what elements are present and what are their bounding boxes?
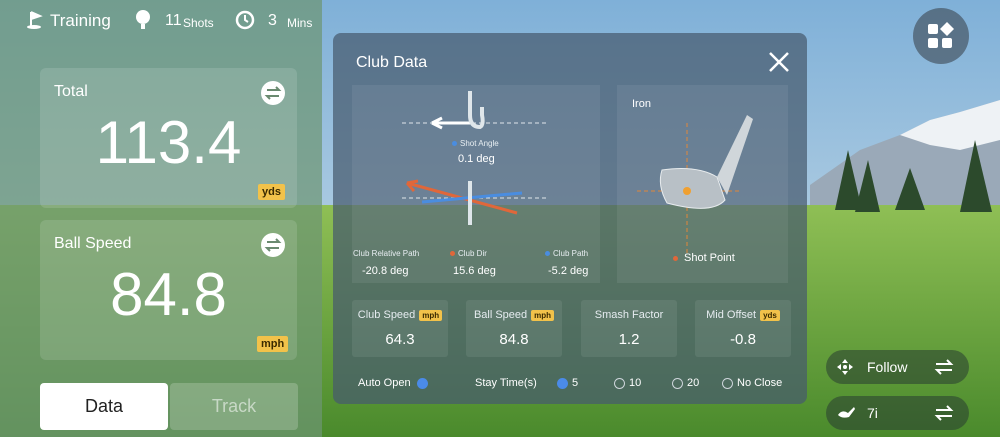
tab-track[interactable]: Track xyxy=(170,383,298,430)
path-value: 15.6 deg xyxy=(453,265,496,277)
club-button[interactable]: 7i xyxy=(826,396,969,430)
total-card: Total 113.4 yds xyxy=(40,68,297,208)
metric-value: -0.8 xyxy=(730,331,756,348)
card-label: Ball Speed xyxy=(54,235,132,252)
stay-option[interactable]: 10 xyxy=(614,377,641,389)
label: Ball Speed xyxy=(473,309,528,321)
path-label: Club Path xyxy=(545,249,588,258)
camera-button[interactable]: Follow xyxy=(826,350,969,384)
swap-button[interactable] xyxy=(260,232,286,258)
path-value: -20.8 deg xyxy=(362,265,409,277)
club-label: 7i xyxy=(867,405,878,421)
metric: Mid Offset yds -0.8 xyxy=(695,300,791,357)
time-count: 3 xyxy=(268,12,277,29)
card-label: Total xyxy=(54,83,88,100)
label: Smash Factor xyxy=(594,309,664,321)
metric-value: 84.8 xyxy=(499,331,529,348)
label: 10 xyxy=(629,377,642,389)
shot-angle-label: Shot Angle xyxy=(452,139,499,148)
shot-point-label: Shot Point xyxy=(673,252,735,264)
modal-title: Club Data xyxy=(356,54,428,71)
swap-icon xyxy=(934,405,954,421)
move-icon xyxy=(837,359,853,375)
stay-option[interactable]: 5 xyxy=(557,377,578,389)
metric: Smash Factor 1.2 xyxy=(581,300,677,357)
swap-icon xyxy=(934,359,954,375)
camera-label: Follow xyxy=(867,359,908,375)
label: Auto Open xyxy=(358,377,411,389)
time-unit: Mins xyxy=(287,16,313,30)
label: Mid Offset xyxy=(706,309,757,321)
side-panel xyxy=(0,0,322,437)
ball-icon xyxy=(136,10,150,29)
impact-diagram xyxy=(637,115,753,255)
unit: mph xyxy=(531,310,555,321)
club-icon xyxy=(838,407,855,418)
metric-value: 1.2 xyxy=(618,331,640,348)
card-value: 113.4 xyxy=(95,109,242,176)
label: Club Path xyxy=(553,249,589,258)
card-unit: yds xyxy=(258,184,285,200)
tab-data[interactable]: Data xyxy=(40,383,168,430)
metric-label: Ball Speed mph xyxy=(466,309,562,321)
flag-icon xyxy=(27,11,43,29)
path-label: Club Dir xyxy=(450,249,487,258)
metric-value: 64.3 xyxy=(385,331,415,348)
modal xyxy=(333,33,807,404)
close-button[interactable] xyxy=(768,51,790,73)
label: 20 xyxy=(687,377,700,389)
auto-open[interactable]: Auto Open xyxy=(358,377,432,389)
stay-option[interactable]: No Close xyxy=(722,377,782,389)
metric: Club Speed mph 64.3 xyxy=(352,300,448,357)
shot-angle-value: 0.1 deg xyxy=(458,153,495,165)
card-unit: mph xyxy=(257,336,289,352)
label: Shot Point xyxy=(684,252,735,264)
label: Club Speed xyxy=(357,309,416,321)
unit: yds xyxy=(760,310,780,321)
path-diagram xyxy=(402,91,547,225)
stay-time-label: Stay Time(s) xyxy=(475,377,537,389)
checkbox[interactable] xyxy=(416,377,428,389)
swap-button[interactable] xyxy=(260,80,286,106)
card-value: 84.8 xyxy=(110,261,227,328)
stay-option[interactable]: 20 xyxy=(672,377,699,389)
ball-speed-card: Ball Speed 84.8 mph xyxy=(40,220,297,360)
metric: Ball Speed mph 84.8 xyxy=(466,300,562,357)
metric-label: Club Speed mph xyxy=(352,309,448,321)
metric-label: Smash Factor xyxy=(581,309,677,321)
path-value: -5.2 deg xyxy=(548,265,589,277)
shots-unit: Shots xyxy=(183,16,214,30)
unit: mph xyxy=(419,310,443,321)
label: No Close xyxy=(737,377,783,389)
label: Shot Angle xyxy=(460,139,499,148)
path-label: Club Relative Path xyxy=(353,249,420,258)
metric-label: Mid Offset yds xyxy=(695,309,791,321)
clock-icon xyxy=(235,10,255,30)
label: Club Dir xyxy=(458,249,487,258)
club-type: Iron xyxy=(632,98,651,110)
mode: Training xyxy=(50,11,111,30)
path-panel xyxy=(352,85,600,283)
label: 5 xyxy=(572,377,579,389)
shots-count: 11 xyxy=(165,12,182,29)
